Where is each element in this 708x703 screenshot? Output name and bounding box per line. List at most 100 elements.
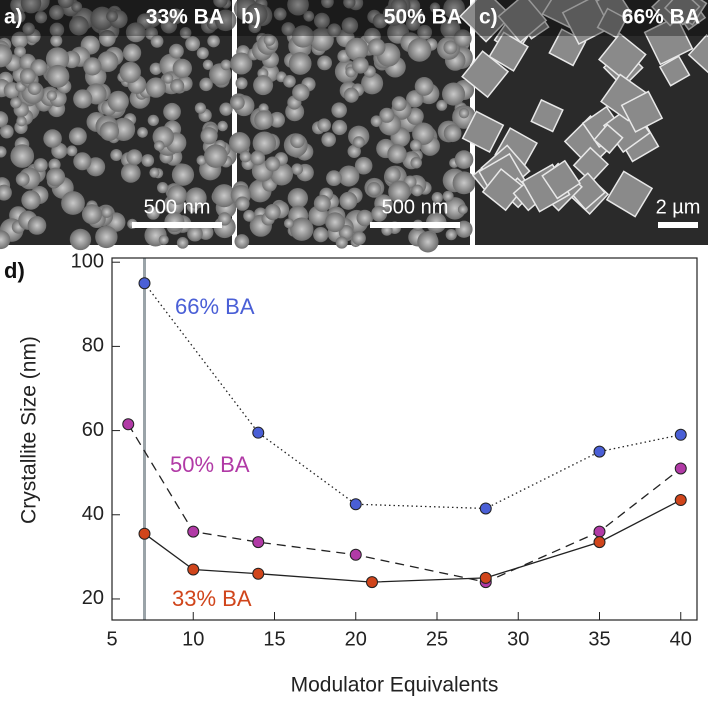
particle xyxy=(194,102,207,114)
particle xyxy=(187,225,203,242)
particle xyxy=(0,44,13,68)
particle xyxy=(27,216,47,235)
crystal xyxy=(620,90,664,133)
data-point xyxy=(252,536,265,549)
particle xyxy=(429,2,441,13)
particle xyxy=(412,122,435,145)
y-tick-label: 80 xyxy=(82,335,104,357)
particle xyxy=(125,22,146,43)
y-tick-label: 100 xyxy=(71,250,104,272)
particle xyxy=(69,15,89,36)
particle xyxy=(207,34,220,48)
data-point xyxy=(187,563,200,576)
particle xyxy=(356,209,374,227)
particle xyxy=(220,59,232,71)
particle xyxy=(321,132,336,147)
particle xyxy=(0,184,12,201)
particle xyxy=(273,7,287,21)
particle xyxy=(264,204,281,221)
y-tick-label: 20 xyxy=(82,587,104,609)
crystal xyxy=(605,170,654,218)
particle xyxy=(417,24,433,40)
data-point xyxy=(349,548,362,561)
particle xyxy=(45,47,70,71)
particle xyxy=(347,144,361,158)
particle xyxy=(43,129,62,148)
series-label: 50% BA xyxy=(170,452,250,477)
particle xyxy=(168,43,184,59)
data-point xyxy=(252,567,265,580)
crystal xyxy=(658,55,691,87)
particle xyxy=(219,102,233,116)
particle xyxy=(283,74,296,88)
particle xyxy=(254,110,274,130)
crystal xyxy=(497,0,548,44)
particle xyxy=(265,156,281,172)
data-point xyxy=(593,536,606,549)
particle xyxy=(61,191,85,215)
particle xyxy=(367,38,386,57)
particle xyxy=(452,171,476,195)
x-tick-label: 20 xyxy=(345,628,367,650)
particle xyxy=(457,204,468,215)
sem-images: a) 33% BA 500 nm b) 50% BA 500 nm c) 66% BA 2 µm xyxy=(0,0,708,253)
particle xyxy=(354,156,373,175)
data-point xyxy=(122,418,135,431)
x-tick-label: 30 xyxy=(507,628,529,650)
particle xyxy=(69,228,92,251)
particle xyxy=(453,29,472,48)
scale-label: 500 nm xyxy=(382,196,449,218)
particle xyxy=(217,120,228,132)
crystal xyxy=(481,167,526,212)
panel-label: a) xyxy=(4,6,23,29)
series-label: 66% BA xyxy=(175,294,255,319)
particle xyxy=(200,127,218,145)
particle xyxy=(313,226,329,243)
panel-title: 50% BA xyxy=(384,6,462,29)
particle xyxy=(343,0,356,9)
particle xyxy=(167,8,184,25)
particle xyxy=(30,59,48,76)
particle xyxy=(11,31,29,49)
panel-label: b) xyxy=(241,6,261,29)
particle xyxy=(204,144,228,168)
particle xyxy=(48,158,61,171)
particle xyxy=(98,29,116,47)
particle xyxy=(145,77,167,98)
particle xyxy=(458,108,470,119)
particle xyxy=(407,38,432,62)
particle xyxy=(250,150,266,166)
particle xyxy=(317,118,332,133)
particle xyxy=(95,225,118,249)
particle xyxy=(163,102,181,121)
particle xyxy=(57,0,74,9)
particle xyxy=(339,191,358,210)
particle xyxy=(107,90,129,112)
particle xyxy=(331,119,348,136)
particle xyxy=(33,158,48,173)
particle xyxy=(122,43,142,62)
particle xyxy=(411,184,424,197)
data-point xyxy=(252,426,265,439)
particle xyxy=(150,34,164,48)
particle xyxy=(417,231,439,253)
particle xyxy=(126,149,143,166)
particle xyxy=(269,111,286,128)
particle xyxy=(97,51,119,73)
particle xyxy=(49,22,65,38)
particle xyxy=(331,102,347,118)
scale-label: 500 nm xyxy=(144,196,211,218)
particle xyxy=(310,27,334,52)
data-point xyxy=(674,462,687,475)
particle xyxy=(212,184,236,208)
particle xyxy=(287,188,308,209)
particle xyxy=(21,190,41,210)
data-point xyxy=(674,494,687,507)
particle xyxy=(410,156,422,169)
particle xyxy=(49,5,65,20)
title-band xyxy=(0,0,232,36)
particle xyxy=(406,90,424,108)
x-tick-label: 15 xyxy=(263,628,285,650)
particle xyxy=(196,47,209,60)
particle xyxy=(172,58,192,79)
